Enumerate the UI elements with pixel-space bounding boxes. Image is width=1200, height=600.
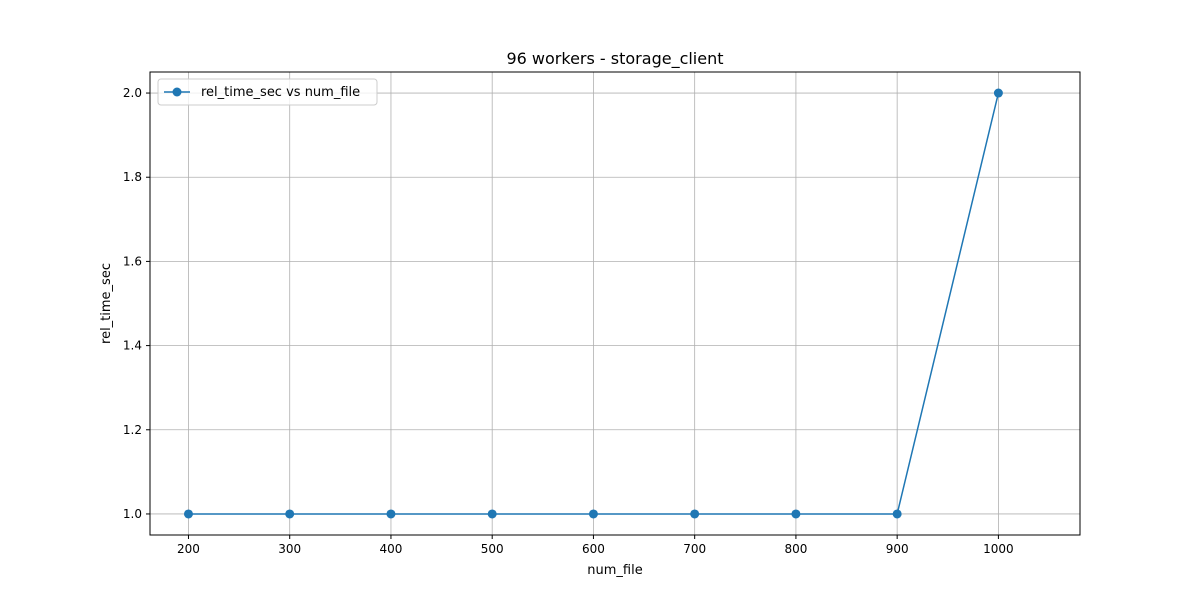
chart-title: 96 workers - storage_client [506, 49, 723, 69]
y-tick-label: 2.0 [123, 86, 142, 100]
y-axis-ticks: 1.0 1.2 1.4 1.6 1.8 2.0 [123, 86, 150, 521]
data-point [892, 509, 902, 519]
y-tick-label: 1.8 [123, 170, 142, 184]
data-point [588, 509, 598, 519]
data-point [487, 509, 497, 519]
data-point [690, 509, 700, 519]
plot-frame [149, 71, 1081, 536]
data-point [791, 509, 801, 519]
y-tick-label: 1.6 [123, 254, 142, 268]
legend-box [157, 78, 378, 106]
data-point [993, 88, 1003, 98]
x-tick-label: 600 [582, 542, 605, 556]
x-tick-label: 300 [278, 542, 301, 556]
x-tick-label: 200 [177, 542, 200, 556]
x-tick-label: 700 [683, 542, 706, 556]
x-tick-label: 500 [481, 542, 504, 556]
data-point [285, 509, 295, 519]
x-tick-label: 400 [380, 542, 403, 556]
data-point [183, 509, 193, 519]
y-tick-label: 1.4 [123, 339, 142, 353]
legend-marker-icon [172, 87, 182, 97]
data-point [386, 509, 396, 519]
legend: rel_time_sec vs num_file [157, 78, 378, 106]
x-tick-label: 900 [886, 542, 909, 556]
x-tick-label: 800 [784, 542, 807, 556]
legend-entry-label: rel_time_sec vs num_file [201, 85, 360, 100]
y-tick-label: 1.2 [123, 423, 142, 437]
plot-area [150, 72, 1080, 535]
y-axis-label: rel_time_sec [99, 263, 114, 344]
x-axis-label: num_file [587, 563, 642, 578]
series-layer [183, 88, 1003, 519]
x-axis-ticks: 200 300 400 500 600 700 800 900 1000 [177, 535, 1014, 556]
x-tick-label: 1000 [983, 542, 1014, 556]
y-tick-label: 1.0 [123, 507, 142, 521]
